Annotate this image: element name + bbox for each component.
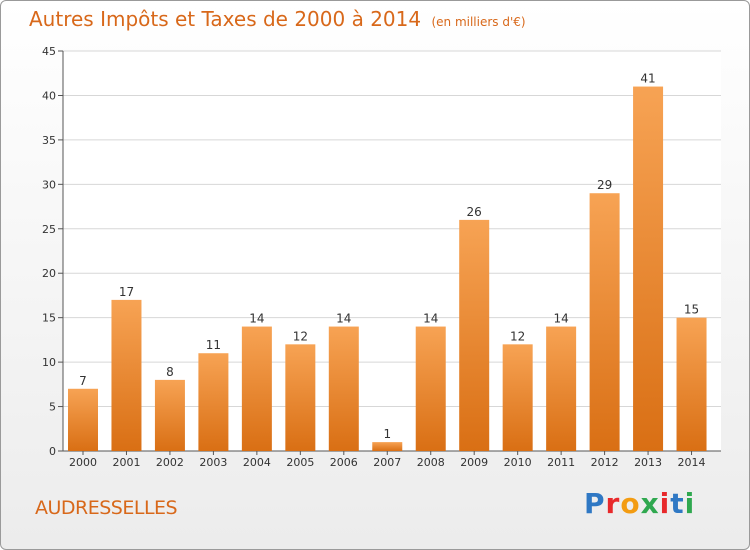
bar-value-label: 14 xyxy=(423,312,438,326)
x-tick-label: 2008 xyxy=(417,456,445,469)
x-tick-label: 2001 xyxy=(112,456,140,469)
bar-value-label: 15 xyxy=(684,303,699,317)
bar-value-label: 14 xyxy=(336,312,351,326)
chart-title: Autres Impôts et Taxes de 2000 à 2014 (e… xyxy=(29,7,526,31)
bar xyxy=(328,326,359,451)
y-tick-label: 40 xyxy=(42,89,56,102)
bar xyxy=(589,193,620,451)
y-tick-label: 35 xyxy=(42,134,56,147)
bar xyxy=(68,388,98,451)
x-tick-label: 2004 xyxy=(243,456,271,469)
bar xyxy=(241,326,272,451)
commune-name: AUDRESSELLES xyxy=(35,497,178,519)
y-tick-label: 45 xyxy=(42,45,56,58)
x-tick-label: 2000 xyxy=(69,456,97,469)
x-tick-label: 2002 xyxy=(156,456,184,469)
x-tick-label: 2013 xyxy=(634,456,662,469)
x-tick-label: 2010 xyxy=(504,456,532,469)
x-tick-label: 2014 xyxy=(678,456,706,469)
logo-letter: i xyxy=(684,487,696,520)
bar-value-label: 12 xyxy=(293,329,308,343)
bar xyxy=(198,353,229,451)
logo-letter: i xyxy=(659,487,671,520)
logo-letter: t xyxy=(670,487,685,520)
y-tick-label: 15 xyxy=(42,312,56,325)
proxiti-logo: Proxiti xyxy=(584,487,695,520)
x-tick-label: 2009 xyxy=(460,456,488,469)
bar-value-label: 8 xyxy=(166,365,174,379)
x-tick-label: 2011 xyxy=(547,456,575,469)
x-tick-label: 2005 xyxy=(286,456,314,469)
logo-letter: x xyxy=(640,487,660,520)
y-tick-label: 25 xyxy=(42,223,56,236)
y-tick-label: 5 xyxy=(49,401,56,414)
bar-value-label: 17 xyxy=(119,285,134,299)
bar xyxy=(111,299,142,451)
bar xyxy=(372,442,403,451)
bar xyxy=(154,379,185,451)
bar xyxy=(546,326,577,451)
x-tick-label: 2012 xyxy=(591,456,619,469)
x-tick-label: 2003 xyxy=(199,456,227,469)
bar-value-label: 12 xyxy=(510,329,525,343)
bar-value-label: 41 xyxy=(640,72,655,86)
bar xyxy=(285,344,316,451)
chart-unit: (en milliers d'€) xyxy=(431,15,526,29)
bar-value-label: 14 xyxy=(553,312,568,326)
y-tick-label: 0 xyxy=(49,445,56,458)
bar-value-label: 11 xyxy=(206,338,221,352)
x-tick-label: 2006 xyxy=(330,456,358,469)
y-tick-label: 10 xyxy=(42,356,56,369)
y-tick-label: 30 xyxy=(42,178,56,191)
bar-value-label: 29 xyxy=(597,178,612,192)
bar-value-label: 7 xyxy=(79,374,87,388)
bar-value-label: 14 xyxy=(249,312,264,326)
bar xyxy=(459,219,490,451)
logo-letter: r xyxy=(605,487,621,520)
logo-letter: o xyxy=(620,487,641,520)
logo-letter: P xyxy=(584,487,606,520)
bar xyxy=(633,86,664,452)
y-tick-label: 20 xyxy=(42,267,56,280)
bar-value-label: 1 xyxy=(383,427,391,441)
x-tick-label: 2007 xyxy=(373,456,401,469)
bar-value-label: 26 xyxy=(467,205,482,219)
bar xyxy=(676,317,707,451)
bar xyxy=(415,326,446,451)
bar xyxy=(502,344,533,451)
chart-title-text: Autres Impôts et Taxes de 2000 à 2014 xyxy=(29,7,422,31)
